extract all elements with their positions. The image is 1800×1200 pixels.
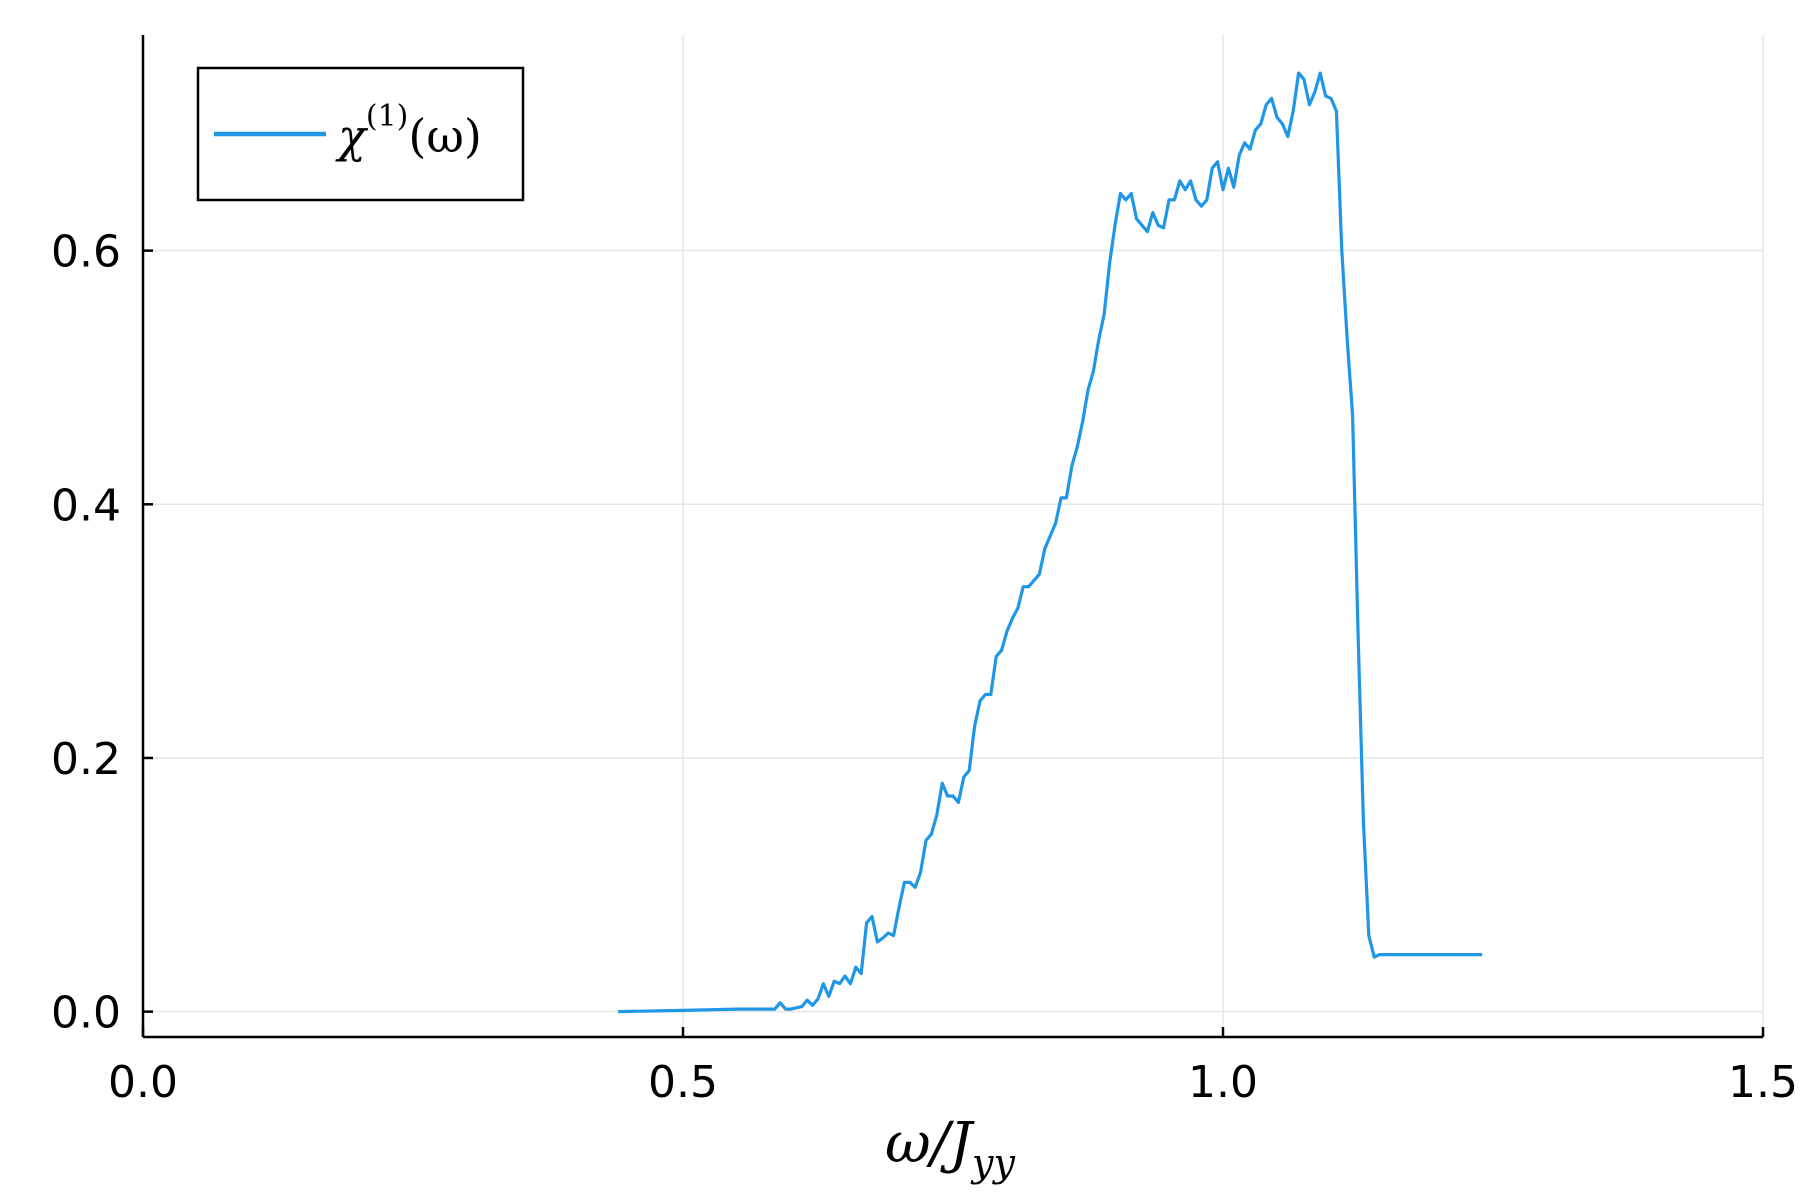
- x-axis-label-main: ω/J: [885, 1111, 976, 1176]
- axes: [141, 35, 1763, 1039]
- legend-entry-main: χ: [335, 109, 369, 163]
- series-group: [618, 71, 1483, 1014]
- x-axis-label-subscript: yy: [970, 1141, 1015, 1185]
- legend: χ(1)(ω): [196, 66, 525, 202]
- x-axis-label: ω/Jyy: [885, 1111, 1015, 1185]
- x-tick-label-0: 0.0: [108, 1057, 178, 1108]
- x-tick-label-3: 1.5: [1728, 1057, 1798, 1108]
- legend-entry-superscript: (1): [366, 99, 409, 134]
- x-tick-labels: 0.0 0.5 1.0 1.5: [108, 1057, 1798, 1108]
- tick-marks: [141, 249, 1765, 1037]
- legend-entry-series-1: χ(1)(ω): [335, 99, 482, 163]
- x-tick-label-2: 1.0: [1188, 1057, 1258, 1108]
- y-tick-label-0: 0.0: [51, 988, 121, 1039]
- x-tick-label-1: 0.5: [648, 1057, 718, 1108]
- y-tick-labels: 0.0 0.2 0.4 0.6: [51, 227, 121, 1039]
- y-tick-label-2: 0.4: [51, 480, 121, 531]
- series-line-1: [618, 71, 1483, 1014]
- legend-entry-tail: (ω): [408, 109, 481, 163]
- y-tick-label-1: 0.2: [51, 734, 121, 785]
- y-tick-label-3: 0.6: [51, 227, 121, 278]
